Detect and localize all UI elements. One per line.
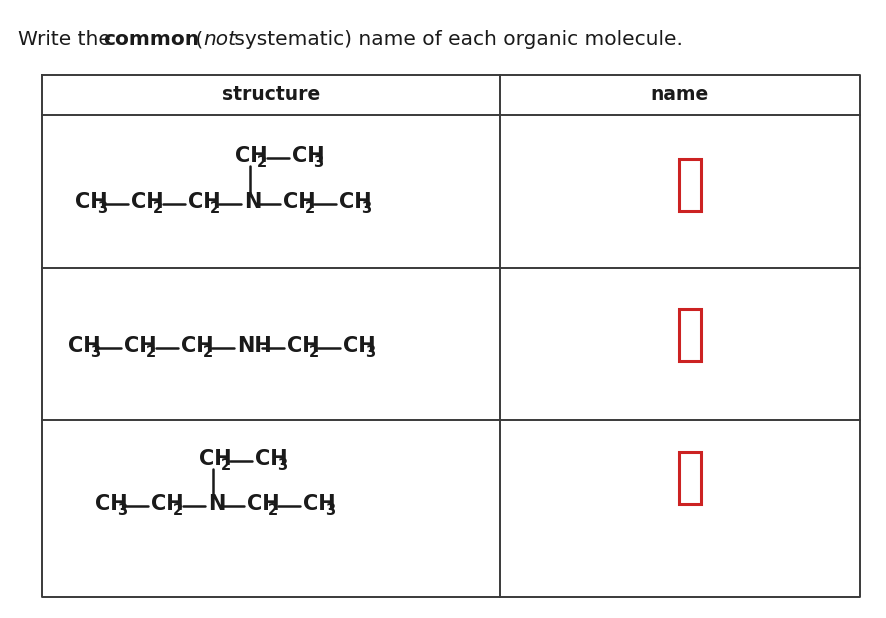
- Text: 2: 2: [209, 201, 220, 216]
- Text: CH: CH: [255, 449, 288, 469]
- Text: 2: 2: [257, 154, 268, 170]
- Text: N: N: [208, 494, 225, 514]
- Text: 2: 2: [268, 502, 278, 518]
- Bar: [679, 452, 701, 504]
- Text: CH: CH: [152, 494, 184, 514]
- Text: 3: 3: [361, 201, 371, 216]
- Text: CH: CH: [303, 494, 336, 514]
- Text: CH: CH: [291, 146, 324, 166]
- Text: systematic) name of each organic molecule.: systematic) name of each organic molecul…: [228, 30, 683, 49]
- Text: 2: 2: [153, 201, 163, 216]
- Text: N: N: [245, 192, 261, 212]
- Text: not: not: [203, 30, 236, 49]
- Text: 2: 2: [173, 502, 183, 518]
- Text: 2: 2: [146, 345, 156, 360]
- Text: 3: 3: [89, 345, 100, 360]
- Text: Write the: Write the: [18, 30, 117, 49]
- Text: CH: CH: [283, 192, 315, 212]
- Bar: [679, 159, 701, 211]
- Bar: [679, 309, 701, 361]
- Text: CH: CH: [236, 146, 268, 166]
- Text: common: common: [103, 30, 199, 49]
- Text: 2: 2: [202, 345, 213, 360]
- Text: CH: CH: [343, 336, 376, 356]
- Text: 3: 3: [277, 458, 287, 473]
- Text: CH: CH: [339, 192, 372, 212]
- Text: CH: CH: [188, 192, 221, 212]
- Text: 3: 3: [117, 502, 127, 518]
- Text: 2: 2: [305, 201, 315, 216]
- Text: 2: 2: [221, 458, 230, 473]
- Text: 3: 3: [97, 201, 106, 216]
- Text: CH: CH: [131, 192, 164, 212]
- Text: (: (: [189, 30, 203, 49]
- Text: CH: CH: [287, 336, 320, 356]
- Text: CH: CH: [95, 494, 128, 514]
- Text: name: name: [651, 85, 709, 104]
- Text: 3: 3: [324, 502, 335, 518]
- Text: CH: CH: [199, 449, 231, 469]
- Text: CH: CH: [124, 336, 157, 356]
- Text: CH: CH: [68, 336, 101, 356]
- Text: NH: NH: [237, 336, 272, 356]
- Text: 2: 2: [308, 345, 319, 360]
- Text: structure: structure: [222, 85, 320, 104]
- Text: 3: 3: [314, 154, 323, 170]
- Text: CH: CH: [181, 336, 214, 356]
- Text: 3: 3: [365, 345, 375, 360]
- Text: CH: CH: [75, 192, 107, 212]
- Text: CH: CH: [246, 494, 279, 514]
